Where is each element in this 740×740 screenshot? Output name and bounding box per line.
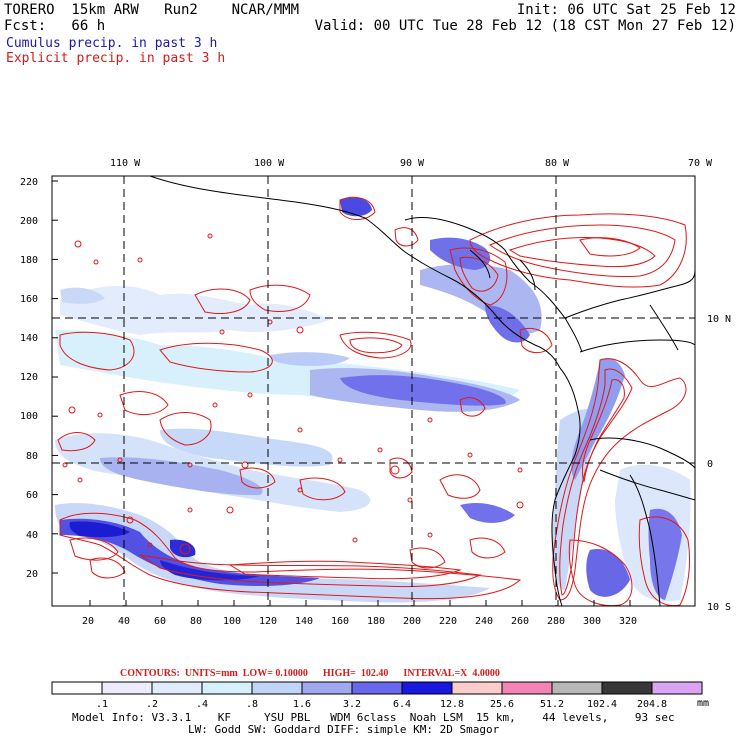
x-tick-label: 100 xyxy=(223,616,241,627)
lat-label-10s: 10 S xyxy=(707,602,731,613)
colorbar-label: 3.2 xyxy=(343,699,361,710)
colorbar-swatch xyxy=(601,681,653,695)
colorbar-label: 1.6 xyxy=(293,699,311,710)
x-tick-label: 80 xyxy=(190,616,202,627)
colorbar-label: .1 xyxy=(96,699,108,710)
x-tick-label: 280 xyxy=(547,616,565,627)
y-tick-label: 20 xyxy=(26,569,38,580)
x-tick-label: 220 xyxy=(439,616,457,627)
colorbar-swatch xyxy=(501,681,553,695)
colorbar-label: 51.2 xyxy=(540,699,564,710)
header-init-time: Init: 06 UTC Sat 25 Feb 12 xyxy=(516,2,736,18)
header-valid-time: Valid: 00 UTC Tue 28 Feb 12 (18 CST Mon … xyxy=(314,18,736,34)
colorbar-swatch xyxy=(651,681,703,695)
x-tick-label: 300 xyxy=(583,616,601,627)
explicit-precip-contours xyxy=(57,196,691,606)
x-tick-label: 320 xyxy=(619,616,637,627)
colorbar-swatch xyxy=(201,681,253,695)
x-tick-label: 140 xyxy=(295,616,313,627)
latitude-labels: 10 N 0 10 S xyxy=(707,314,731,613)
x-tick-label: 240 xyxy=(475,616,493,627)
y-tick-label: 140 xyxy=(20,333,38,344)
colorbar-unit: mm xyxy=(697,698,709,709)
colorbar-label: 204.8 xyxy=(637,699,667,710)
y-tick-label: 120 xyxy=(20,372,38,383)
lon-label-90w: 90 W xyxy=(400,158,425,169)
x-tick-label: 160 xyxy=(331,616,349,627)
x-tick-label: 120 xyxy=(259,616,277,627)
lon-label-110w: 110 W xyxy=(110,158,141,169)
coastlines xyxy=(149,176,695,606)
colorbar-label: .2 xyxy=(146,699,158,710)
model-info-line1: Model Info: V3.3.1 KF YSU PBL WDM 6class… xyxy=(72,711,675,724)
y-tick-label: 200 xyxy=(20,216,38,227)
x-tick-label: 20 xyxy=(82,616,94,627)
model-info-line2: LW: Godd SW: Goddard DIFF: simple KM: 2D… xyxy=(188,723,500,736)
y-tick-label: 180 xyxy=(20,255,38,266)
x-tick-label: 260 xyxy=(511,616,529,627)
explicit-precip-label: Explicit precip. in past 3 h xyxy=(6,51,226,66)
lat-label-10n: 10 N xyxy=(707,314,731,325)
y-tick-label: 40 xyxy=(26,530,38,541)
lon-label-100w: 100 W xyxy=(254,158,285,169)
colorbar-swatch xyxy=(551,681,603,695)
lon-label-70w: 70 W xyxy=(688,158,713,169)
x-tick-label: 200 xyxy=(403,616,421,627)
y-tick-label: 80 xyxy=(26,451,38,462)
lat-lon-grid xyxy=(52,176,695,606)
colorbar-label: 102.4 xyxy=(587,699,617,710)
y-index-labels: 20 40 60 80 100 120 140 160 180 200 220 xyxy=(20,177,38,580)
y-tick-label: 100 xyxy=(20,411,38,422)
colorbar-labels: .1 .2 .4 .8 1.6 3.2 6.4 12.8 25.6 51.2 102.4 204.8 xyxy=(96,699,667,710)
colorbar-swatch xyxy=(51,681,103,695)
colorbar-swatch xyxy=(251,681,303,695)
colorbar-label: .4 xyxy=(196,699,208,710)
axis-ticks xyxy=(52,180,631,606)
lat-label-0: 0 xyxy=(707,459,713,470)
scattered-precip-cells xyxy=(62,233,524,555)
colorbar-swatch xyxy=(151,681,203,695)
y-tick-label: 160 xyxy=(20,294,38,305)
cumulus-precip-shading xyxy=(55,197,691,603)
header-forecast-hour: Fcst: 66 h xyxy=(4,18,106,34)
header-model-title: TORERO 15km ARW Run2 NCAR/MMM xyxy=(4,2,300,18)
y-tick-label: 220 xyxy=(20,177,38,188)
x-tick-label: 180 xyxy=(367,616,385,627)
colorbar-swatch xyxy=(301,681,353,695)
x-tick-label: 40 xyxy=(118,616,130,627)
map-frame xyxy=(51,175,696,607)
colorbar-label: 25.6 xyxy=(490,699,514,710)
colorbar-swatch xyxy=(401,681,453,695)
colorbar-label: .8 xyxy=(246,699,258,710)
x-tick-label: 60 xyxy=(154,616,166,627)
x-index-labels: 20 40 60 80 100 120 140 160 180 200 220 … xyxy=(82,616,637,627)
longitude-labels: 110 W 100 W 90 W 80 W 70 W xyxy=(110,158,713,169)
colorbar xyxy=(51,681,703,695)
lon-label-80w: 80 W xyxy=(545,158,570,169)
colorbar-swatch xyxy=(451,681,503,695)
colorbar-label: 12.8 xyxy=(440,699,464,710)
y-tick-label: 60 xyxy=(26,490,38,501)
colorbar-swatch xyxy=(351,681,403,695)
colorbar-swatch xyxy=(101,681,153,695)
colorbar-label: 6.4 xyxy=(393,699,411,710)
contours-info: CONTOURS: UNITS=mm LOW= 0.10000 HIGH= 10… xyxy=(120,668,500,679)
cumulus-precip-label: Cumulus precip. in past 3 h xyxy=(6,36,218,51)
